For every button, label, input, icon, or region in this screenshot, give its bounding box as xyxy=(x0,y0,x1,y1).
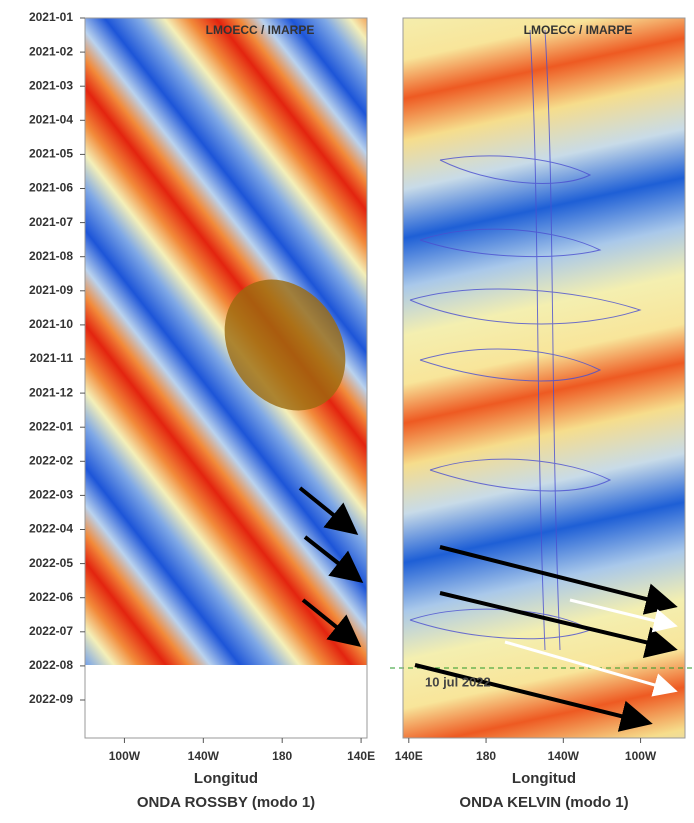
y-tick-label: 2022-05 xyxy=(29,556,73,570)
y-tick-label: 2021-07 xyxy=(29,215,73,229)
x-tick-label: 180 xyxy=(272,749,292,763)
y-tick-label: 2021-04 xyxy=(29,112,73,126)
left-panel xyxy=(84,17,368,739)
frame xyxy=(84,17,368,739)
y-tick-label: 2022-02 xyxy=(29,453,73,467)
y-tick-label: 2021-01 xyxy=(29,10,73,24)
x-axis-label: Longitud xyxy=(512,770,576,787)
frame xyxy=(402,17,686,739)
y-tick-label: 2021-12 xyxy=(29,385,73,399)
x-axis-label: Longitud xyxy=(194,770,258,787)
y-tick-label: 2021-09 xyxy=(29,283,73,297)
x-tick-label: 140E xyxy=(347,749,375,763)
x-tick-label: 140W xyxy=(548,749,580,763)
panel-title: ONDA KELVIN (modo 1) xyxy=(459,794,628,811)
x-tick-label: 140W xyxy=(188,749,220,763)
y-tick-label: 2022-01 xyxy=(29,419,73,433)
arrows xyxy=(298,486,364,648)
blank-area xyxy=(85,665,367,738)
x-tick-label: 100W xyxy=(109,749,141,763)
x-tick-label: 180 xyxy=(476,749,496,763)
y-tick-label: 2022-09 xyxy=(29,692,73,706)
y-tick-label: 2021-03 xyxy=(29,78,73,92)
annotation: 10 jul 2022 xyxy=(425,674,491,689)
arrows xyxy=(504,598,678,697)
arrows xyxy=(414,545,678,732)
y-tick-label: 2021-06 xyxy=(29,181,73,195)
panel-title: ONDA ROSSBY (modo 1) xyxy=(137,794,315,811)
right-panel xyxy=(390,17,694,739)
y-tick-label: 2022-08 xyxy=(29,658,73,672)
y-tick-label: 2021-10 xyxy=(29,317,73,331)
contours xyxy=(409,29,642,651)
y-tick-label: 2022-03 xyxy=(29,488,73,502)
x-tick-label: 140E xyxy=(395,749,423,763)
y-tick-label: 2021-11 xyxy=(30,351,74,365)
heatmap-field xyxy=(224,279,346,411)
x-tick-label: 100W xyxy=(625,749,657,763)
y-tick-label: 2021-05 xyxy=(29,147,73,161)
source-label: LMOECC / IMARPE xyxy=(524,23,633,37)
y-tick-label: 2021-08 xyxy=(29,249,73,263)
y-tick-label: 2022-07 xyxy=(29,624,73,638)
source-label: LMOECC / IMARPE xyxy=(206,23,315,37)
y-tick-label: 2021-02 xyxy=(29,44,73,58)
y-tick-label: 2022-06 xyxy=(29,590,73,604)
y-tick-label: 2022-04 xyxy=(29,522,73,536)
